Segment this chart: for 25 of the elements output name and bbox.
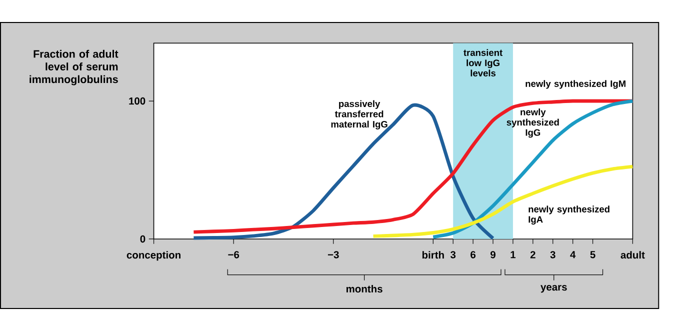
y-axis-title: Fraction of adult level of serum immunoglobulins [30,50,118,86]
x-tick-label: conception [126,251,180,261]
series-label: newly synthesized IgM [526,80,626,89]
series-label: passively transferred maternal IgG [331,100,388,130]
x-tick-label: 4 [570,251,576,258]
x-tick-label: 3 [550,251,556,258]
x-tick-label: 6 [470,251,476,258]
x-tick-label: 3 [450,251,456,258]
line-series [372,164,634,238]
text: years [540,284,567,293]
series-label: newly synthesized IgA [528,206,610,225]
line-series [431,99,634,239]
text: months [346,284,382,292]
band-label: transient low IgG levels [464,49,502,76]
x-tick-label: birth [422,251,444,259]
y-tick-label: 0 [140,235,146,243]
series-label: newly synthesized IgG [506,108,559,138]
x-tick-label: adult [620,251,645,259]
x-tick-label: 5 [590,251,596,258]
x-tick-label: 1 [510,251,516,258]
x-tick-label: 2 [530,251,536,258]
y-tick-label: 100 [129,97,146,105]
x-tick-label: −3 [328,251,339,258]
x-tick-label: −6 [228,251,240,258]
x-tick-label: 9 [490,251,496,258]
